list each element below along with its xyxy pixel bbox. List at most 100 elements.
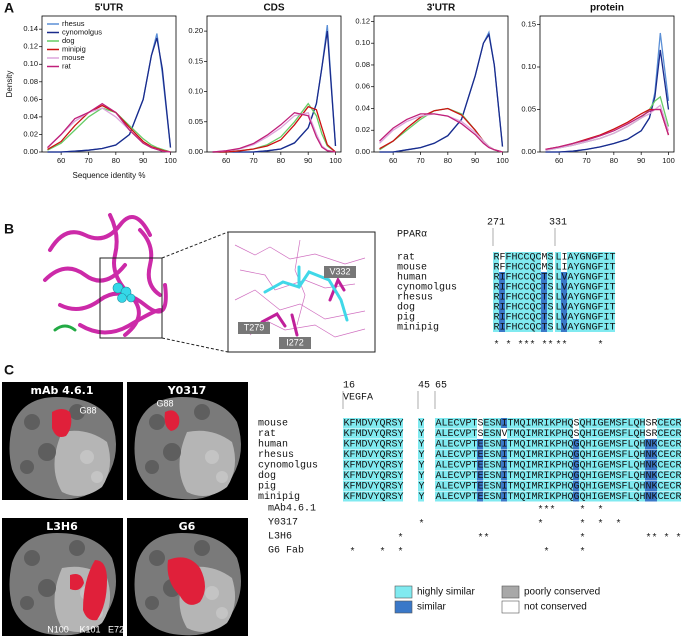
residue-bg [609,322,615,332]
residue-bg [609,439,615,449]
residue-bg [633,428,639,439]
residue-bg [465,491,471,502]
residue-bg [621,481,627,491]
residue-bg [567,312,573,322]
antibody-name: Y0317 [268,518,298,529]
sequence: LIAYGNGFIT [556,263,616,274]
residue-bg [507,491,513,502]
inset-label: V332 [329,266,350,276]
residue-bg [447,460,453,470]
residue-bg [507,481,513,491]
y-tick-label: 0.15 [521,19,536,28]
residue-bg [361,439,367,449]
x-tick-label: 80 [444,156,452,165]
residue-bg [447,439,453,449]
surface-image [2,518,123,636]
residue-bg [591,418,597,428]
residue-bg [543,481,549,491]
legend-label: mouse [62,53,85,62]
residue-bg [501,481,507,491]
residue-bg [585,292,591,302]
residue-bg [549,460,555,470]
residue-bg [579,418,585,428]
residue-bg [573,312,579,322]
residue-bg [603,262,609,272]
residue-bg [555,312,561,322]
species-name: pig [258,481,276,493]
x-tick-label: 60 [555,156,563,165]
residue-bg [555,322,561,332]
residue-bg [391,449,397,460]
residue-bg [645,418,651,428]
residue-bg [591,481,597,491]
residue-bg [543,460,549,470]
ribbon-structure [43,213,168,337]
residue-bg [579,292,585,302]
sequence: ALECVPTEESNITMQIMRIKPHQGQHIGEMSFLQHNKCEC… [436,440,682,451]
residue-bg [465,460,471,470]
residue-bg [555,439,561,449]
residue-bg [537,449,543,460]
inset-label: T279 [244,322,265,332]
y-tick-label: 0.12 [355,16,370,25]
residue-bg [493,282,499,292]
residue-bg [391,460,397,470]
residue-bg [621,418,627,428]
residue-bg [663,428,669,439]
residue-bg [477,481,483,491]
residue-bg [517,312,523,322]
residue-bg [627,449,633,460]
residue-bg [541,312,547,322]
residue-bg [505,262,511,272]
residue-bg [519,428,525,439]
species-name: pig [397,312,415,324]
residue-bg [489,439,495,449]
residue-bg [609,481,615,491]
residue-bg [507,470,513,481]
residue-bg [573,418,579,428]
alignment-title: PPARα [397,230,427,241]
residue-bg [511,252,517,262]
position-label: 271 [487,218,505,229]
residue-bg [531,470,537,481]
chart-title: CDS [263,3,284,14]
residue-bg [603,491,609,502]
residue-bg [555,272,561,282]
residue-bg [537,470,543,481]
residue-bg [367,418,373,428]
residue-bg [391,481,397,491]
x-tick-label: 90 [471,156,479,165]
residue-bg [549,491,555,502]
sequence: LVAYGNGFIT [556,273,616,284]
residue-bg [597,449,603,460]
residue-bg [459,428,465,439]
residue-bg [493,292,499,302]
residue-bg [615,470,621,481]
residue-bg [603,428,609,439]
residue-bg [567,460,573,470]
x-tick-label: 90 [139,156,147,165]
residue-bg [585,262,591,272]
residue-bg [579,428,585,439]
antibody-name: mAb4.6.1 [268,503,316,515]
residue-bg [379,428,385,439]
residue-bg [391,491,397,502]
residue-bg [373,428,379,439]
residue-bg [567,470,573,481]
residue-bg [397,449,403,460]
residue-bg [501,491,507,502]
residue-bg [585,252,591,262]
residue-bg [591,491,597,502]
residue-bg [525,491,531,502]
residue-bg [459,460,465,470]
ligand [112,282,136,303]
residue-bg [459,439,465,449]
species-name: rhesus [397,292,433,304]
residue-bg [675,491,681,502]
residue-bg [591,322,597,332]
sequence: ALECVPTEESNITMQIMRIKPHQGQHIGEMSFLQHNKCEC… [436,482,682,493]
legend-swatch [394,585,413,599]
residue-bg [541,322,547,332]
residue-bg [597,312,603,322]
residue-bg [523,252,529,262]
